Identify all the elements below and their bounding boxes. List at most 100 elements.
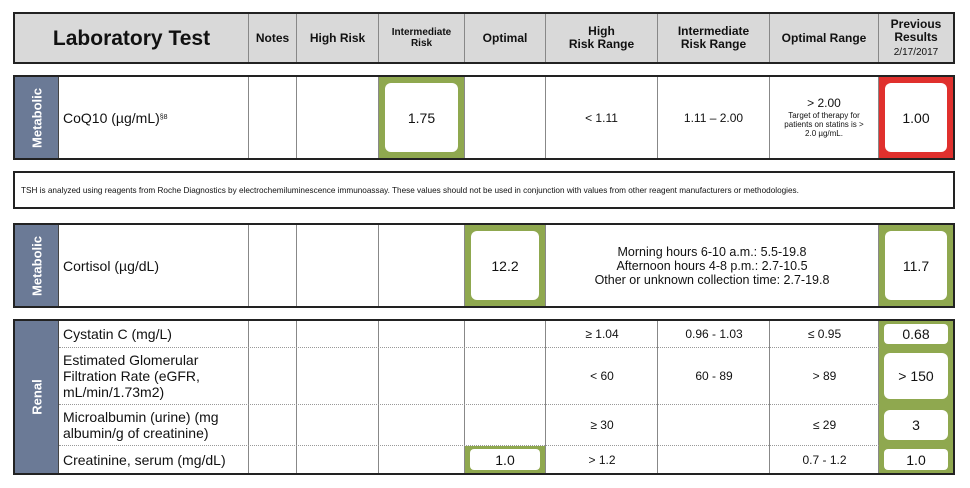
category-strip-renal: Renal — [15, 321, 59, 473]
previous-result-cell: 1.0 — [879, 446, 953, 473]
category-label: Metabolic — [29, 87, 44, 148]
range-line-afternoon: Afternoon hours 4-8 p.m.: 2.7-10.5 — [616, 258, 808, 273]
intermediate-risk-cell: 1.75 — [379, 77, 465, 158]
row-divider — [59, 347, 879, 348]
high-risk-range: ≥ 30 — [590, 418, 614, 432]
category-label: Metabolic — [29, 235, 44, 296]
intermediate-risk-cell — [379, 225, 465, 306]
test-superscript: §8 — [159, 114, 168, 121]
notes-cell — [249, 77, 297, 158]
high-risk-range: < 1.11 — [546, 77, 658, 158]
column-divider — [658, 321, 770, 473]
previous-result-value: 1.00 — [885, 83, 947, 152]
optimal-cell: 12.2 — [465, 225, 546, 306]
previous-result-cell: 3 — [879, 405, 953, 445]
header-high-risk-range: High Risk Range — [546, 14, 658, 62]
header-high-risk: High Risk — [297, 14, 379, 62]
header-intermediate-risk: Intermediate Risk — [379, 14, 465, 62]
intermediate-risk-range: 1.11 – 2.00 — [658, 77, 770, 158]
optimal-range: ≤ 29 — [812, 418, 837, 432]
test-name-line2: albumin/g of creatinine) — [63, 425, 209, 441]
optimal-cell: 1.0 — [465, 446, 545, 473]
optimal-range-value: > 2.00 — [807, 96, 841, 110]
header-intermediate-risk-range-line1: Intermediate — [677, 24, 750, 38]
optimal-range-note-line1: Target of therapy for — [788, 111, 860, 120]
section-renal: Renal Cystatin C (mg/L) ≥ 1.04 0.96 - 1.… — [13, 319, 955, 475]
header-high-risk-range-line2: Risk Range — [568, 37, 635, 51]
column-divider — [297, 321, 379, 473]
category-strip-metabolic: Metabolic — [15, 77, 59, 158]
header-intermediate-risk-line1: Intermediate — [391, 27, 452, 38]
test-name-cortisol: Cortisol (µg/dL) — [59, 225, 249, 306]
test-name-creatinine: Creatinine, serum (mg/dL) — [63, 451, 226, 468]
intermediate-risk-range: 60 - 89 — [695, 369, 733, 383]
previous-result-value: 3 — [884, 410, 948, 440]
optimal-range-note-line2: patients on statins is > — [784, 120, 864, 129]
table-row: Microalbumin (urine) (mg albumin/g of cr… — [15, 405, 953, 445]
header-laboratory-test: Laboratory Test — [15, 14, 249, 62]
table-row: Creatinine, serum (mg/dL) 1.0 > 1.2 0.7 … — [15, 446, 953, 473]
high-risk-cell — [297, 77, 379, 158]
test-name-line3: mL/min/1.73m2) — [63, 384, 165, 400]
section-metabolic-cortisol: Metabolic Cortisol (µg/dL) 12.2 Morning … — [13, 223, 955, 308]
test-name-line1: Microalbumin (urine) (mg — [63, 409, 219, 425]
header-high-risk-range-line1: High — [588, 24, 615, 38]
optimal-range: 0.7 - 1.2 — [802, 452, 847, 467]
column-divider — [465, 321, 546, 473]
header-optimal: Optimal — [465, 14, 546, 62]
intermediate-risk-range — [658, 405, 770, 445]
test-name-egfr: Estimated Glomerular Filtration Rate (eG… — [59, 348, 249, 404]
intermediate-risk-range: 0.96 - 1.03 — [685, 327, 743, 341]
category-strip-metabolic: Metabolic — [15, 225, 59, 306]
high-risk-cell — [297, 225, 379, 306]
optimal-range: > 2.00 Target of therapy for patients on… — [770, 77, 879, 158]
high-risk-range: > 1.2 — [588, 452, 616, 467]
range-line-other: Other or unknown collection time: 2.7-19… — [594, 272, 830, 287]
high-risk-range: < 60 — [590, 369, 614, 383]
notes-cell — [249, 225, 297, 306]
column-divider — [59, 321, 249, 473]
column-divider — [546, 321, 658, 473]
header-intermediate-risk-line2: Risk — [410, 38, 433, 49]
test-name-microalbumin: Microalbumin (urine) (mg albumin/g of cr… — [59, 405, 249, 445]
previous-result-value: > 150 — [884, 353, 948, 399]
header-intermediate-risk-range-line2: Risk Range — [680, 37, 747, 51]
high-risk-range: ≥ 1.04 — [585, 327, 619, 341]
previous-result-value: 11.7 — [885, 231, 947, 300]
previous-result-cell: 1.00 — [879, 77, 953, 158]
column-divider — [379, 321, 465, 473]
section-metabolic-coq10: Metabolic CoQ10 (µg/mL) §8 1.75 < 1.11 1.… — [13, 75, 955, 160]
test-name-cystatin-c: Cystatin C (mg/L) — [63, 326, 172, 342]
test-name-coq10: CoQ10 (µg/mL) §8 — [59, 77, 249, 158]
header-previous-results: Previous Results 2/17/2017 — [879, 14, 953, 62]
header-intermediate-risk-range: Intermediate Risk Range — [658, 14, 770, 62]
column-divider — [770, 321, 879, 473]
optimal-cell — [465, 77, 546, 158]
reference-ranges: Morning hours 6-10 a.m.: 5.5-19.8 Aftern… — [546, 225, 879, 306]
header-notes: Notes — [249, 14, 297, 62]
previous-result-value: 0.68 — [884, 324, 948, 344]
row-divider — [59, 404, 879, 405]
previous-result-cell: 0.68 — [879, 321, 953, 347]
test-name-line1: Estimated Glomerular — [63, 352, 199, 368]
column-divider — [249, 321, 297, 473]
optimal-range: ≤ 0.95 — [807, 327, 842, 341]
test-name-line2: Filtration Rate (eGFR, — [63, 368, 200, 384]
header-previous-results-line2: Results — [894, 29, 938, 44]
header-previous-results-line1: Previous — [890, 16, 942, 31]
result-value: 1.0 — [470, 449, 540, 470]
table-row: Estimated Glomerular Filtration Rate (eG… — [15, 348, 953, 404]
previous-result-cell: > 150 — [879, 348, 953, 404]
optimal-range-note-line3: 2.0 µg/mL. — [805, 129, 843, 138]
methodology-note: TSH is analyzed using reagents from Roch… — [13, 171, 955, 209]
result-value: 12.2 — [471, 231, 539, 300]
header-previous-results-date: 2/17/2017 — [893, 46, 939, 58]
results-table-header: Laboratory Test Notes High Risk Intermed… — [13, 12, 955, 64]
range-line-morning: Morning hours 6-10 a.m.: 5.5-19.8 — [617, 244, 807, 259]
result-value: 1.75 — [385, 83, 458, 152]
test-name-text: CoQ10 (µg/mL) — [63, 109, 160, 126]
optimal-range: > 89 — [812, 369, 837, 383]
previous-result-value: 1.0 — [884, 449, 948, 470]
table-row: Cystatin C (mg/L) ≥ 1.04 0.96 - 1.03 ≤ 0… — [15, 321, 953, 347]
header-optimal-range: Optimal Range — [770, 14, 879, 62]
